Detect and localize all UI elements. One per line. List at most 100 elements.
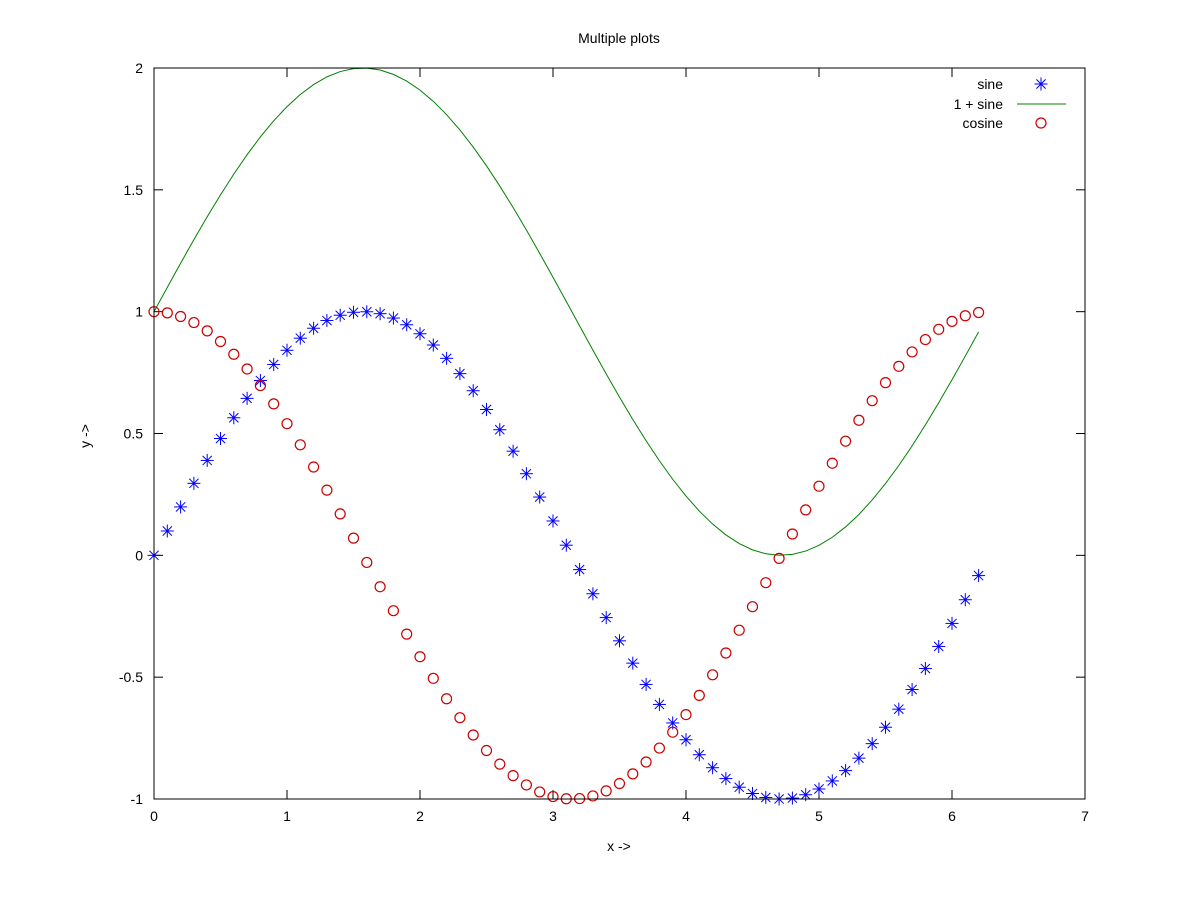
series-line [153,67,980,556]
data-point-star [533,490,547,504]
data-point-circle [667,726,679,738]
legend-label: cosine [963,115,1004,131]
data-point-star [785,791,799,805]
y-tick-label: -1 [131,791,144,807]
data-point-circle [800,504,812,516]
data-point-star [493,423,507,437]
data-point-star [214,432,227,446]
data-point-circle [547,790,559,803]
data-point-star [626,656,640,670]
legend: sine 1 + sine cosine [954,76,1066,131]
x-tick-label: 7 [1081,808,1089,824]
data-point-circle [188,316,200,329]
data-point-star [160,524,174,538]
y-tick-label: -0.5 [119,669,143,685]
series-cosine [148,306,985,805]
data-point-star [852,751,866,765]
data-point-circle [760,577,772,589]
data-point-circle [520,779,533,791]
x-axis-label: x -> [607,838,631,854]
x-tick-label: 3 [549,808,557,824]
data-point-circle [454,712,466,724]
data-point-star [426,338,440,352]
data-point-circle [254,379,266,392]
data-point-star [400,318,414,332]
x-tick-label: 6 [948,808,956,824]
data-point-circle [201,325,213,337]
data-point-circle [321,484,333,496]
data-point-circle [972,306,985,319]
y-tick-label: 0 [135,547,143,563]
data-point-circle [600,785,612,797]
data-point-circle [786,528,799,540]
data-point-circle [241,363,253,375]
data-point-circle [773,552,785,564]
data-point-circle [653,742,666,754]
data-point-star [320,314,334,328]
data-point-star [559,538,573,552]
data-point-circle [387,605,399,617]
data-point-circle [480,744,493,757]
data-point-circle [893,360,905,372]
legend-label: sine [977,76,1003,92]
series-sine [147,305,986,806]
data-point-star [692,748,706,762]
x-tick-label: 4 [682,808,690,824]
data-point-circle [507,770,519,782]
data-point-circle [959,310,971,322]
x-tick-label: 2 [416,808,424,824]
data-point-circle [214,335,227,348]
data-point-star [466,384,480,398]
data-point-circle [627,768,639,780]
series-layer [147,67,986,806]
data-point-star [732,780,746,794]
legend-label: 1 + sine [954,96,1004,112]
data-point-circle [441,693,453,705]
data-point-circle [467,729,479,741]
data-point-circle [826,457,838,469]
data-point-circle [347,532,360,544]
data-point-star [480,402,493,416]
data-point-star [227,411,241,425]
data-point-circle [308,461,320,473]
data-point-circle [401,628,413,640]
data-point-star [599,611,613,625]
data-point-star [267,357,281,371]
data-point-star [746,787,759,801]
data-point-star [879,720,892,734]
data-point-circle [853,414,865,426]
data-point-circle [906,346,918,358]
data-point-circle [175,310,187,323]
data-point-star [386,311,400,325]
y-tick-label: 0.5 [124,426,144,442]
data-point-star [174,500,188,514]
data-point-star [586,587,600,601]
x-tick-label: 5 [815,808,823,824]
data-point-star [360,305,374,319]
data-point-circle [693,689,705,701]
data-point-circle [866,395,878,407]
data-point-star [546,514,560,528]
data-point-circle [281,418,293,430]
data-point-star [573,563,587,577]
data-point-circle [813,480,825,492]
data-point-circle [374,581,386,593]
data-point-circle [414,651,426,663]
data-point-star [280,343,294,357]
data-point-circle [746,601,759,613]
plot-frame [153,67,1086,800]
data-point-star [892,702,906,716]
data-point-star [812,782,826,796]
data-point-circle [587,790,599,802]
data-point-circle [839,435,852,447]
x-tick-label: 0 [150,808,158,824]
data-point-star [932,639,946,653]
data-point-star [373,307,387,321]
data-point-circle [613,777,626,790]
data-point-star [506,444,520,458]
y-tick-label: 1.5 [124,182,144,198]
data-point-star [652,697,666,711]
data-point-circle [427,672,439,684]
data-point-star [413,327,427,341]
